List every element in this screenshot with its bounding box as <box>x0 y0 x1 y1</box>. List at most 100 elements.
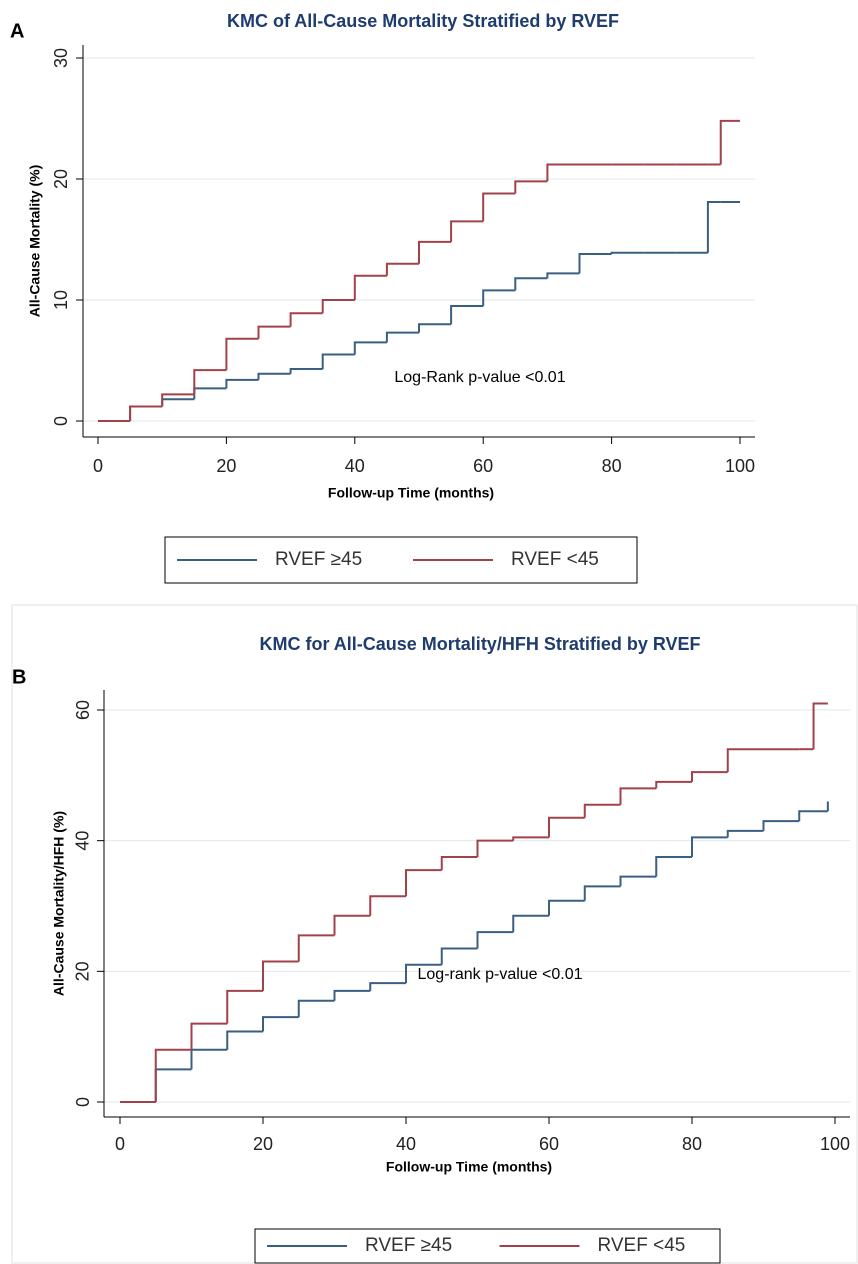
x-axis-title: Follow-up Time (months) <box>328 485 494 501</box>
x-tick-label: 100 <box>725 456 755 476</box>
step-segment <box>655 780 692 789</box>
step-segment <box>161 398 195 407</box>
step-segment <box>514 277 548 291</box>
step-segment <box>226 989 263 1024</box>
step-segment <box>476 839 514 857</box>
step-segment <box>193 387 227 400</box>
step-segment <box>190 1022 228 1050</box>
x-tick-label: 80 <box>682 1134 702 1154</box>
step-segment <box>297 999 335 1018</box>
x-tick-label: 40 <box>396 1134 416 1154</box>
step-segment <box>385 331 419 343</box>
step-segment <box>333 989 371 1001</box>
step-segment <box>154 1048 192 1102</box>
step-segment <box>129 405 163 421</box>
y-tick-label: 10 <box>51 290 71 310</box>
step-segment <box>762 820 800 831</box>
step-segment <box>512 836 549 841</box>
step-segment <box>225 337 259 371</box>
step-segment <box>257 372 291 380</box>
y-tick-label: 0 <box>51 416 71 426</box>
step-segment <box>405 869 442 897</box>
step-segment <box>154 1068 192 1102</box>
annotation: Log-Rank p-value <0.01 <box>394 369 565 386</box>
step-segment <box>583 885 621 901</box>
step-segment <box>333 914 371 936</box>
step-segment <box>226 1030 263 1050</box>
step-segment <box>482 192 516 222</box>
step-segment <box>514 180 548 194</box>
y-axis-title: All-Cause Mortality (%) <box>27 165 43 317</box>
step-segment <box>440 947 478 965</box>
panel-label: A <box>10 20 24 42</box>
step-segment <box>691 836 728 857</box>
step-segment <box>369 895 406 916</box>
y-tick-label: 0 <box>73 1097 93 1107</box>
step-segment <box>450 220 484 242</box>
y-tick-label: 20 <box>51 169 71 189</box>
step-segment <box>691 771 728 782</box>
x-tick-label: 100 <box>820 1134 850 1154</box>
step-segment <box>578 253 612 274</box>
step-segment <box>619 787 657 805</box>
step-segment <box>289 312 323 327</box>
y-tick-label: 20 <box>73 961 93 981</box>
panel-label: B <box>12 666 26 688</box>
step-segment <box>546 272 580 279</box>
legend-label: RVEF <45 <box>511 549 599 570</box>
step-segment <box>812 702 828 750</box>
step-segment <box>440 856 478 871</box>
chart-title: KMC for All-Cause Mortality/HFH Stratifi… <box>259 634 700 654</box>
step-segment <box>353 274 387 300</box>
legend-label: RVEF ≥45 <box>275 549 362 570</box>
step-segment <box>482 289 516 307</box>
x-tick-label: 60 <box>539 1134 559 1154</box>
y-tick-label: 40 <box>73 831 93 851</box>
step-segment <box>418 240 452 264</box>
step-segment <box>548 899 585 916</box>
step-segment <box>353 341 387 355</box>
step-segment <box>257 325 291 339</box>
x-axis-title: Follow-up Time (months) <box>386 1159 552 1175</box>
chart-title: KMC of All-Cause Mortality Stratified by… <box>227 11 619 31</box>
step-segment <box>405 963 442 984</box>
y-axis-title: All-Cause Mortality/HFH (%) <box>51 811 67 996</box>
x-tick-label: 20 <box>253 1134 273 1154</box>
step-segment <box>369 982 406 991</box>
step-segment <box>262 960 299 991</box>
x-tick-label: 0 <box>115 1134 125 1154</box>
step-segment <box>289 367 323 374</box>
x-tick-label: 0 <box>93 456 103 476</box>
step-segment <box>262 1016 299 1032</box>
step-segment <box>321 299 355 314</box>
legend-label: RVEF ≥45 <box>365 1235 452 1256</box>
legend-label: RVEF <45 <box>598 1235 686 1256</box>
step-segment <box>225 378 259 389</box>
step-segment <box>610 251 644 255</box>
step-segment <box>548 816 585 838</box>
y-tick-label: 30 <box>51 48 71 68</box>
step-segment <box>655 856 692 877</box>
step-segment <box>726 748 764 773</box>
step-segment <box>706 200 721 253</box>
step-segment <box>418 323 452 333</box>
step-segment <box>798 810 814 822</box>
x-tick-label: 60 <box>473 456 493 476</box>
x-tick-label: 20 <box>216 456 236 476</box>
step-segment <box>190 1048 228 1070</box>
step-segment <box>583 803 621 818</box>
x-tick-label: 40 <box>345 456 365 476</box>
step-segment <box>512 914 549 933</box>
step-segment <box>385 262 419 276</box>
step-segment <box>297 934 335 962</box>
step-segment <box>546 163 580 182</box>
step-segment <box>450 305 484 325</box>
step-segment <box>129 405 163 421</box>
step-segment <box>321 353 355 369</box>
y-tick-label: 60 <box>73 700 93 720</box>
step-segment <box>476 931 514 949</box>
step-segment <box>161 393 195 407</box>
step-segment <box>193 369 227 395</box>
annotation: Log-rank p-value <0.01 <box>418 966 583 983</box>
